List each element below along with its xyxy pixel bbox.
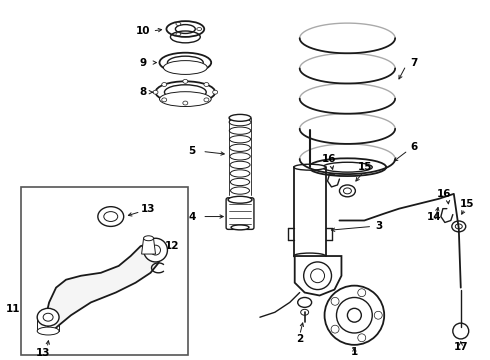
Text: 13: 13 <box>36 348 50 358</box>
Text: 4: 4 <box>189 212 196 221</box>
Text: 1: 1 <box>351 347 358 357</box>
Ellipse shape <box>294 164 325 170</box>
Circle shape <box>347 308 361 322</box>
Text: 10: 10 <box>135 26 150 36</box>
Ellipse shape <box>230 153 250 160</box>
Ellipse shape <box>231 225 249 230</box>
Polygon shape <box>142 238 155 254</box>
Ellipse shape <box>452 221 466 232</box>
Circle shape <box>311 269 324 283</box>
Ellipse shape <box>455 224 462 229</box>
Text: 16: 16 <box>437 189 451 199</box>
Ellipse shape <box>165 85 206 100</box>
Ellipse shape <box>197 28 202 31</box>
Text: 12: 12 <box>165 241 180 251</box>
Text: 16: 16 <box>322 154 337 164</box>
Ellipse shape <box>230 170 250 177</box>
Text: 15: 15 <box>358 162 372 172</box>
Ellipse shape <box>213 90 218 94</box>
Text: 13: 13 <box>141 204 156 213</box>
Ellipse shape <box>298 297 312 307</box>
Ellipse shape <box>159 53 211 72</box>
Ellipse shape <box>322 162 372 172</box>
Ellipse shape <box>37 327 59 335</box>
Polygon shape <box>294 256 342 296</box>
Ellipse shape <box>230 161 250 168</box>
Ellipse shape <box>294 253 325 259</box>
Ellipse shape <box>204 82 209 86</box>
Circle shape <box>150 245 161 255</box>
Ellipse shape <box>229 127 251 134</box>
Ellipse shape <box>98 207 123 226</box>
Text: 9: 9 <box>139 58 146 68</box>
Ellipse shape <box>159 92 211 107</box>
Ellipse shape <box>176 22 181 25</box>
Ellipse shape <box>164 60 207 75</box>
Ellipse shape <box>343 188 351 194</box>
Circle shape <box>358 334 366 342</box>
Ellipse shape <box>43 313 53 321</box>
Circle shape <box>324 285 384 345</box>
Ellipse shape <box>168 56 203 69</box>
Ellipse shape <box>340 185 355 197</box>
Ellipse shape <box>183 101 188 105</box>
Circle shape <box>453 323 469 339</box>
Ellipse shape <box>176 33 181 36</box>
Text: 5: 5 <box>189 147 196 156</box>
Ellipse shape <box>104 212 118 221</box>
Ellipse shape <box>230 144 250 152</box>
Text: 7: 7 <box>410 58 417 68</box>
Ellipse shape <box>37 308 59 326</box>
Ellipse shape <box>230 178 250 186</box>
Ellipse shape <box>162 82 167 86</box>
Circle shape <box>304 262 332 289</box>
FancyBboxPatch shape <box>226 198 254 229</box>
Ellipse shape <box>204 98 209 102</box>
Text: 8: 8 <box>139 87 146 97</box>
Ellipse shape <box>229 136 250 143</box>
Bar <box>21 187 188 355</box>
Ellipse shape <box>144 236 153 241</box>
Ellipse shape <box>228 196 252 203</box>
Text: 17: 17 <box>453 342 468 352</box>
Ellipse shape <box>301 309 309 315</box>
Circle shape <box>331 297 339 305</box>
Ellipse shape <box>231 187 249 194</box>
Text: 11: 11 <box>6 304 21 314</box>
Circle shape <box>358 289 366 297</box>
Ellipse shape <box>229 114 251 121</box>
Polygon shape <box>46 243 161 332</box>
Text: 6: 6 <box>411 143 417 152</box>
Text: 3: 3 <box>376 221 383 231</box>
Ellipse shape <box>229 118 251 126</box>
Circle shape <box>374 311 382 319</box>
Text: 14: 14 <box>427 212 441 221</box>
Ellipse shape <box>162 98 167 102</box>
Ellipse shape <box>183 79 188 83</box>
Circle shape <box>331 325 339 333</box>
Circle shape <box>144 238 168 262</box>
Text: 2: 2 <box>296 334 303 344</box>
Ellipse shape <box>155 81 215 103</box>
Ellipse shape <box>309 158 386 176</box>
Ellipse shape <box>153 90 158 94</box>
Circle shape <box>337 297 372 333</box>
Text: 15: 15 <box>460 199 474 209</box>
